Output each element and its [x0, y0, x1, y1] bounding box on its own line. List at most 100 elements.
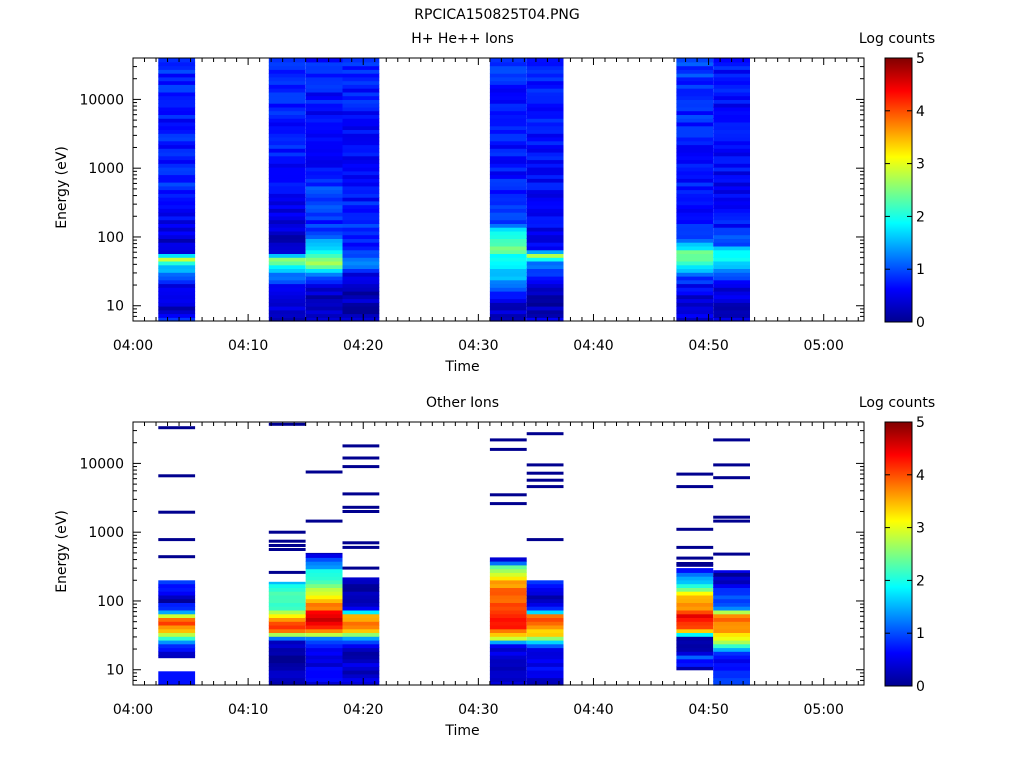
- energy-bin: [342, 613, 380, 618]
- energy-bin: [158, 264, 196, 269]
- energy-bin: [676, 264, 714, 269]
- energy-bin: [268, 140, 306, 146]
- energy-bin: [342, 197, 380, 202]
- energy-bin: [676, 568, 714, 570]
- energy-bin: [713, 219, 750, 224]
- energy-bin: [489, 662, 527, 667]
- energy-bin: [526, 587, 564, 592]
- energy-bin: [713, 65, 750, 70]
- energy-bin: [526, 110, 564, 115]
- x-axis-label: Time: [444, 723, 479, 739]
- energy-bin: [489, 73, 527, 78]
- energy-bin: [268, 275, 306, 281]
- energy-bin: [676, 212, 714, 217]
- energy-bin: [713, 268, 750, 273]
- energy-bin: [305, 306, 343, 311]
- energy-bin: [489, 287, 527, 292]
- energy-bin: [713, 287, 750, 292]
- energy-bin: [305, 182, 343, 187]
- energy-bin: [713, 670, 750, 675]
- energy-bin: [158, 253, 196, 258]
- energy-bin: [342, 151, 380, 157]
- x-tick-label: 04:10: [228, 702, 268, 718]
- energy-bin: [305, 65, 343, 70]
- sparse-count-line: [676, 545, 714, 549]
- energy-bin: [305, 628, 343, 633]
- x-tick-label: 04:30: [458, 338, 498, 354]
- energy-bin: [342, 309, 380, 315]
- energy-bin: [489, 579, 527, 585]
- energy-bin: [158, 136, 196, 142]
- energy-bin: [342, 609, 380, 615]
- energy-bin: [489, 178, 527, 183]
- energy-bin: [158, 170, 196, 176]
- energy-bin: [526, 583, 564, 588]
- energy-bin: [158, 69, 196, 74]
- energy-bin: [342, 268, 380, 273]
- energy-bin: [489, 624, 527, 630]
- sparse-count-line: [713, 476, 750, 480]
- plot-frame: [132, 421, 865, 686]
- energy-bin: [158, 215, 196, 221]
- energy-bin: [713, 136, 750, 142]
- energy-bin: [305, 95, 343, 100]
- energy-bin: [305, 572, 343, 577]
- energy-bin: [268, 174, 306, 179]
- energy-bin: [676, 283, 714, 288]
- energy-bin: [489, 317, 527, 322]
- energy-bin: [489, 245, 527, 251]
- energy-bin: [713, 257, 750, 262]
- energy-bin: [713, 249, 750, 254]
- colorbar-tick-label: 5: [916, 415, 925, 431]
- energy-bin: [268, 136, 306, 142]
- energy-bin: [268, 185, 306, 191]
- energy-bin: [489, 114, 527, 119]
- energy-bin: [268, 65, 306, 70]
- energy-bin: [676, 170, 714, 176]
- energy-bin: [158, 208, 196, 213]
- energy-bin: [158, 58, 196, 63]
- y-tick-label: 1000: [88, 525, 124, 541]
- sparse-count-line: [526, 471, 564, 475]
- energy-bin: [342, 163, 380, 168]
- energy-bin: [713, 99, 750, 104]
- energy-bin: [158, 151, 196, 157]
- energy-bin: [489, 568, 527, 573]
- energy-bin: [268, 636, 306, 641]
- energy-bin: [526, 204, 564, 209]
- energy-bin: [305, 189, 343, 194]
- energy-bin: [713, 298, 750, 303]
- energy-bin: [676, 58, 714, 63]
- energy-bin: [489, 576, 527, 581]
- energy-bin: [268, 234, 306, 239]
- energy-bin: [526, 125, 564, 130]
- energy-bin: [676, 313, 714, 318]
- energy-bin: [268, 272, 306, 277]
- energy-bin: [305, 309, 343, 315]
- energy-bin: [342, 167, 380, 172]
- energy-bin: [676, 227, 714, 232]
- energy-bin: [305, 61, 343, 67]
- energy-bin: [268, 219, 306, 224]
- energy-bin: [158, 106, 196, 112]
- energy-bin: [342, 264, 380, 269]
- energy-bin: [158, 178, 196, 183]
- energy-bin: [342, 651, 380, 656]
- spectrogram-column: [268, 58, 306, 322]
- sparse-count-line: [713, 519, 750, 523]
- energy-bin: [489, 106, 527, 112]
- energy-bin: [676, 193, 714, 198]
- energy-bin: [305, 591, 343, 596]
- sparse-count-line: [489, 493, 527, 497]
- energy-bin: [713, 260, 750, 266]
- energy-bin: [342, 106, 380, 112]
- energy-bin: [489, 670, 527, 675]
- energy-bin: [526, 215, 564, 221]
- colorbar: [884, 57, 913, 323]
- energy-bin: [268, 88, 306, 93]
- energy-bin: [305, 140, 343, 146]
- energy-bin: [676, 613, 714, 618]
- energy-bin: [158, 80, 196, 85]
- energy-bin: [305, 245, 343, 251]
